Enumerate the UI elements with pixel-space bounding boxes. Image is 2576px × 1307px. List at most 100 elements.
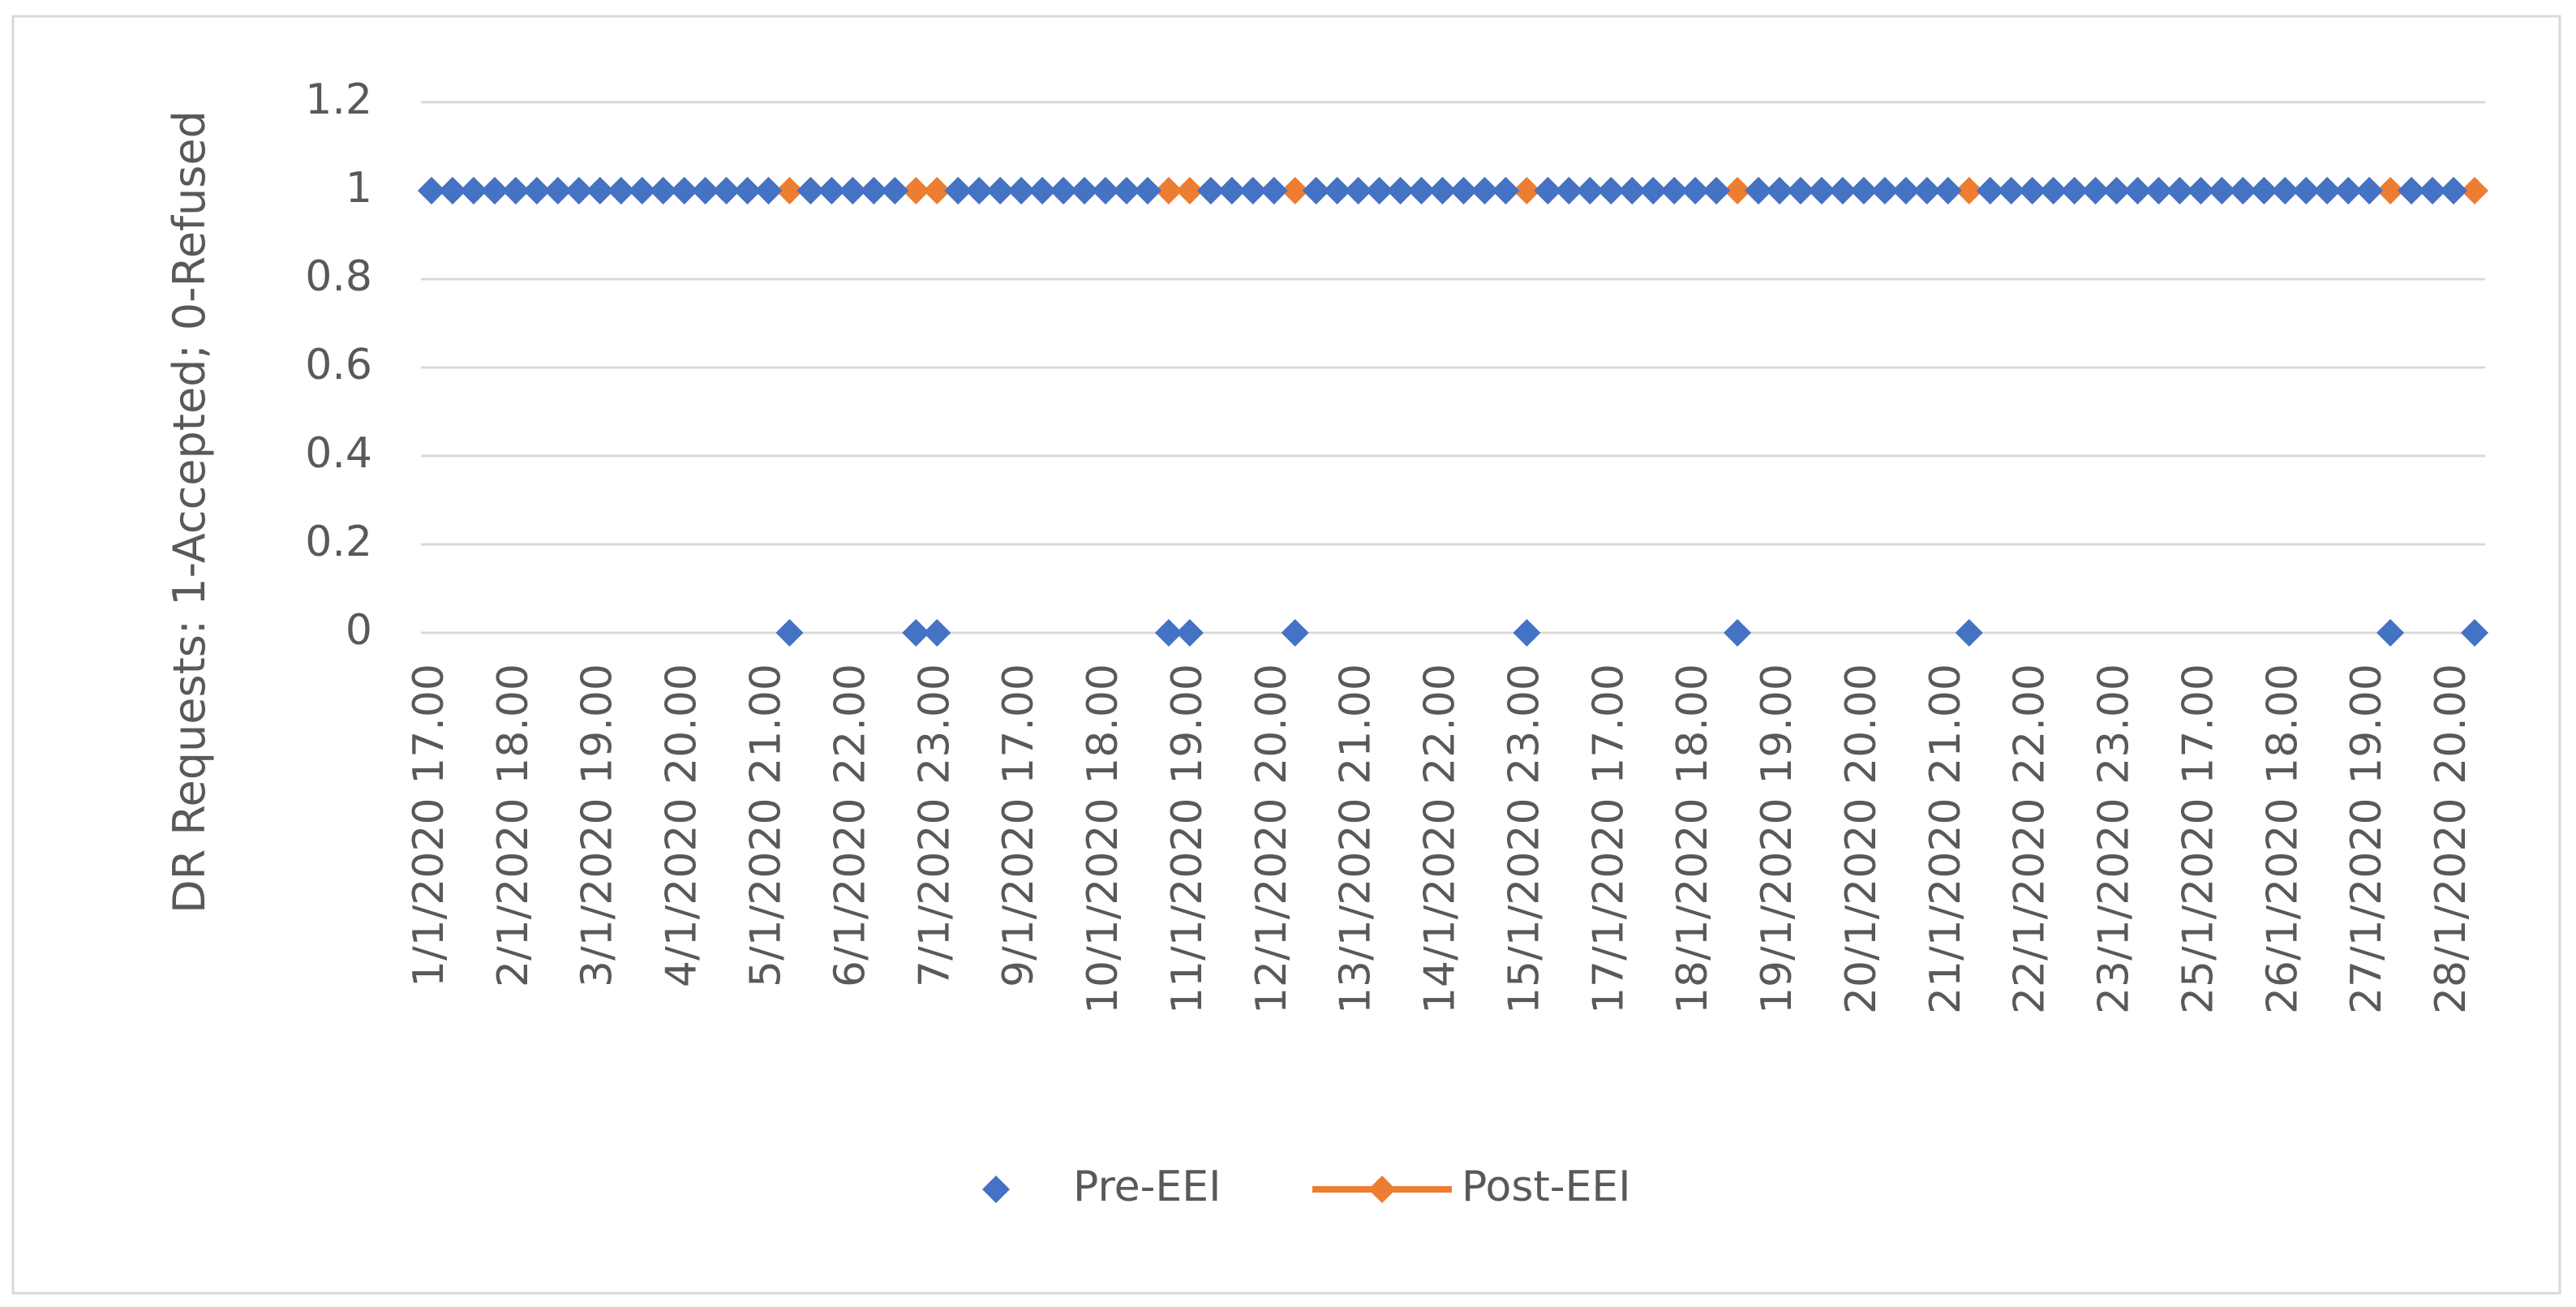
x-tick-label: 4/1/2020 20.00 xyxy=(658,664,706,987)
data-point xyxy=(1891,177,1920,204)
data-point xyxy=(965,177,994,204)
data-point xyxy=(2313,177,2342,204)
x-tick-label: 14/1/2020 22.00 xyxy=(1416,664,1465,1014)
x-tick-label: 21/1/2020 21.00 xyxy=(1921,664,1970,1014)
data-point xyxy=(1007,177,1036,204)
chart-border xyxy=(11,15,2561,1295)
x-tick-label: 15/1/2020 23.00 xyxy=(1500,664,1548,1014)
x-tick-label: 9/1/2020 17.00 xyxy=(994,664,1043,987)
data-point xyxy=(1513,619,1541,647)
data-point xyxy=(986,177,1015,204)
data-point xyxy=(1724,619,1752,647)
data-point xyxy=(1702,177,1731,204)
y-tick-label: 1 xyxy=(346,164,372,213)
data-point xyxy=(2166,177,2194,204)
data-point xyxy=(1302,177,1330,204)
data-point xyxy=(1449,177,1478,204)
data-point xyxy=(733,177,762,204)
data-point xyxy=(1745,177,1773,204)
data-point xyxy=(2461,177,2489,204)
data-point xyxy=(1071,177,1099,204)
data-point xyxy=(1323,177,1351,204)
x-tick-label: 22/1/2020 22.00 xyxy=(2006,664,2054,1014)
y-axis-title: DR Requests: 1-Accepted; 0-Refused xyxy=(164,110,215,914)
data-point xyxy=(586,177,614,204)
data-point xyxy=(1386,177,1415,204)
data-point xyxy=(881,177,909,204)
x-tick-label: 23/1/2020 23.00 xyxy=(2090,664,2139,1014)
data-point xyxy=(649,177,677,204)
x-tick-label: 28/1/2020 20.00 xyxy=(2427,664,2475,1014)
data-point xyxy=(1934,177,1962,204)
x-tick-label: 18/1/2020 18.00 xyxy=(1668,664,1717,1014)
data-point xyxy=(1344,177,1372,204)
data-point xyxy=(923,177,951,204)
data-point xyxy=(1766,177,1794,204)
x-tick-label: 7/1/2020 23.00 xyxy=(910,664,959,987)
data-point xyxy=(839,177,867,204)
data-point xyxy=(522,177,551,204)
data-point xyxy=(438,177,466,204)
data-point xyxy=(2208,177,2236,204)
data-point xyxy=(607,177,635,204)
y-tick-label: 0 xyxy=(346,606,372,655)
data-point xyxy=(1534,177,1562,204)
data-point xyxy=(1955,619,1983,647)
legend-label: Pre-EEI xyxy=(1073,1163,1221,1211)
data-point xyxy=(1050,177,1078,204)
data-point xyxy=(1997,177,2025,204)
data-point xyxy=(2376,619,2405,647)
x-tick-label: 6/1/2020 22.00 xyxy=(826,664,874,987)
data-point xyxy=(2440,177,2468,204)
data-point xyxy=(2123,177,2152,204)
data-point xyxy=(1281,619,1309,647)
data-point xyxy=(691,177,719,204)
data-point xyxy=(2229,177,2257,204)
x-tick-label: 5/1/2020 21.00 xyxy=(741,664,790,987)
data-point xyxy=(1639,177,1668,204)
legend-marker xyxy=(982,1176,1010,1203)
legend-label: Post-EEI xyxy=(1462,1163,1631,1211)
x-tick-label: 11/1/2020 19.00 xyxy=(1163,664,1212,1014)
data-point xyxy=(1555,177,1583,204)
data-point xyxy=(417,177,445,204)
data-point xyxy=(2018,177,2046,204)
data-point xyxy=(2334,177,2363,204)
data-point xyxy=(2292,177,2321,204)
y-tick-label: 1.2 xyxy=(305,75,372,124)
data-point xyxy=(1407,177,1436,204)
data-point xyxy=(628,177,656,204)
data-point xyxy=(1239,177,1267,204)
data-point xyxy=(1976,177,2004,204)
x-tick-label: 27/1/2020 19.00 xyxy=(2342,664,2391,1014)
x-tick-label: 17/1/2020 17.00 xyxy=(1584,664,1633,1014)
data-point xyxy=(1807,177,1835,204)
x-tick-label: 12/1/2020 20.00 xyxy=(1247,664,1296,1014)
x-tick-label: 25/1/2020 17.00 xyxy=(2174,664,2222,1014)
data-point xyxy=(501,177,530,204)
data-point xyxy=(2461,619,2489,647)
data-point xyxy=(1724,177,1752,204)
data-point xyxy=(1913,177,1941,204)
data-point xyxy=(1092,177,1120,204)
data-point xyxy=(1133,177,1161,204)
data-point xyxy=(2271,177,2299,204)
y-tick-label: 0.8 xyxy=(305,252,372,301)
y-tick-label: 0.6 xyxy=(305,341,372,389)
data-point xyxy=(1681,177,1710,204)
data-point xyxy=(459,177,487,204)
data-point xyxy=(2145,177,2173,204)
data-point xyxy=(1955,177,1983,204)
data-point xyxy=(1513,177,1541,204)
data-point xyxy=(1849,177,1878,204)
data-point xyxy=(754,177,783,204)
data-point xyxy=(1112,177,1140,204)
data-point xyxy=(1576,177,1604,204)
data-point xyxy=(902,177,930,204)
x-tick-label: 10/1/2020 18.00 xyxy=(1079,664,1127,1014)
data-point xyxy=(2355,177,2384,204)
data-point xyxy=(712,177,741,204)
data-point xyxy=(860,177,888,204)
data-point xyxy=(565,177,593,204)
